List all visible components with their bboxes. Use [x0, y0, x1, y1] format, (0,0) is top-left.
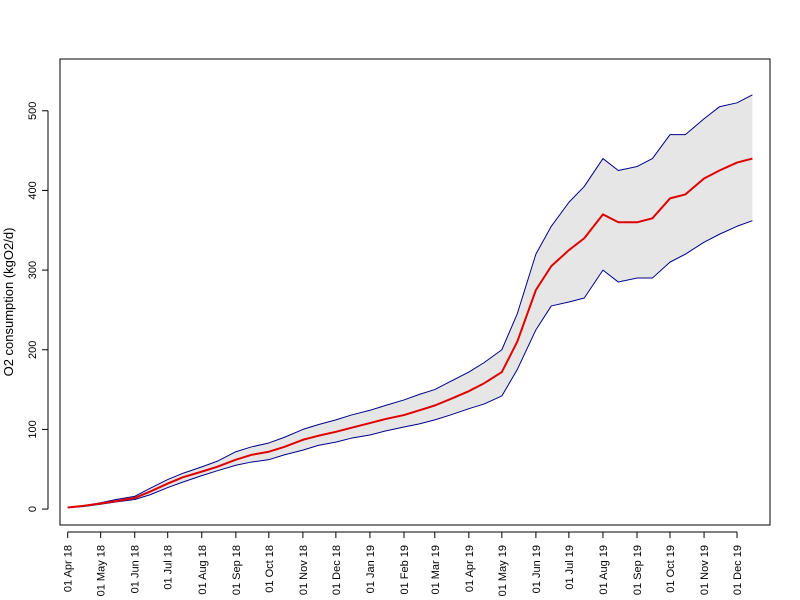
y-tick-label: 200 [27, 341, 39, 359]
series-lines-layer [67, 94, 753, 509]
x-tick-label: 01 Jan 19 [365, 545, 377, 593]
x-tick-label: 01 Jul 19 [564, 545, 576, 590]
x-tick-label: 01 Nov 19 [699, 545, 711, 595]
confidence-band-layer [67, 94, 753, 508]
lower-bound-line [67, 220, 753, 508]
y-tick-label: 100 [27, 420, 39, 438]
x-axis: 01 Apr 18 01 May 18 01 Jun 18 01 Jul 18 01 A… [63, 531, 744, 596]
y-axis-title: O2 consumption (kgO2/d) [1, 228, 16, 377]
y-tick-label: 0 [27, 506, 39, 512]
y-axis: 0 100 200 300 400 500 [27, 102, 49, 512]
x-tick-label: 01 Sep 19 [632, 545, 644, 595]
x-tick-label: 01 Apr 19 [464, 545, 476, 592]
y-tick-label: 500 [27, 102, 39, 120]
x-tick-label: 01 Jul 18 [163, 545, 175, 590]
x-tick-label: 01 Feb 19 [399, 545, 411, 595]
x-tick-label: 01 Aug 18 [197, 545, 209, 595]
y-tick-label: 300 [27, 261, 39, 279]
y-tick-label: 400 [27, 181, 39, 199]
x-tick-label: 01 Dec 19 [732, 545, 744, 595]
x-tick-label: 01 May 18 [96, 545, 108, 596]
x-tick-label: 01 Apr 18 [63, 545, 75, 592]
x-tick-label: 01 Jun 19 [531, 545, 543, 593]
x-tick-label: 01 Oct 19 [665, 545, 677, 593]
x-tick-label: 01 Aug 19 [598, 545, 610, 595]
x-tick-label: 01 Nov 18 [298, 545, 310, 595]
x-tick-label: 01 Mar 19 [430, 545, 442, 595]
x-tick-label: 01 Dec 18 [331, 545, 343, 595]
x-tick-label: 01 Oct 18 [264, 545, 276, 593]
x-tick-label: 01 Jun 18 [130, 545, 142, 593]
x-tick-label: 01 May 19 [497, 545, 509, 596]
mean-line [67, 157, 753, 509]
x-tick-label: 01 Sep 18 [231, 545, 243, 595]
plot-frame [59, 58, 771, 526]
upper-bound-line [67, 94, 753, 508]
confidence-band [67, 94, 753, 508]
